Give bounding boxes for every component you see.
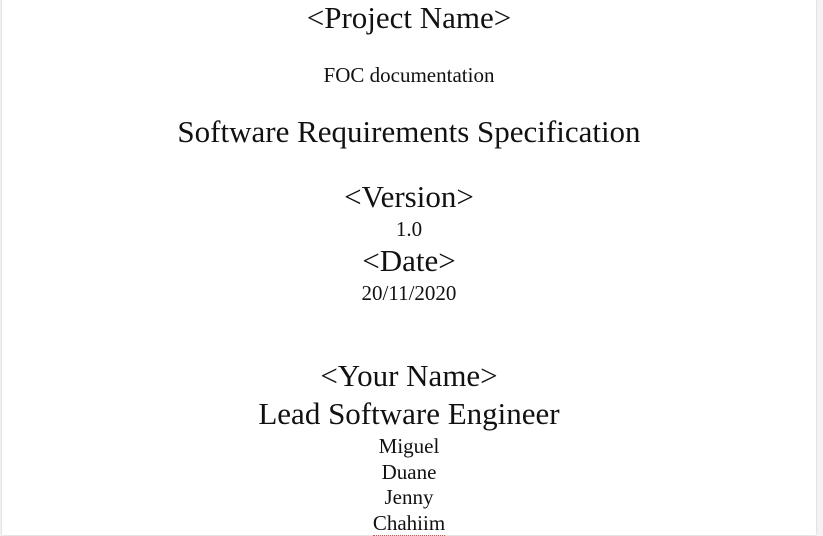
project-subtitle: FOC documentation <box>323 63 495 87</box>
document-title: Software Requirements Specification <box>177 114 641 149</box>
project-name-placeholder: <Project Name> <box>306 0 512 35</box>
author-role: Lead Software Engineer <box>258 396 560 431</box>
version-label: <Version> <box>344 179 474 214</box>
spellcheck-underlined-word[interactable]: Chahiim <box>372 511 446 536</box>
team-member: Miguel <box>378 434 440 458</box>
team-member: Jenny <box>384 485 434 509</box>
team-member: Chahiim <box>2 511 816 536</box>
date-label: <Date> <box>362 243 456 278</box>
version-value: 1.0 <box>395 217 423 241</box>
date-value: 20/11/2020 <box>361 281 457 305</box>
author-name-placeholder: <Your Name> <box>320 358 498 393</box>
team-member: Duane <box>381 460 437 484</box>
